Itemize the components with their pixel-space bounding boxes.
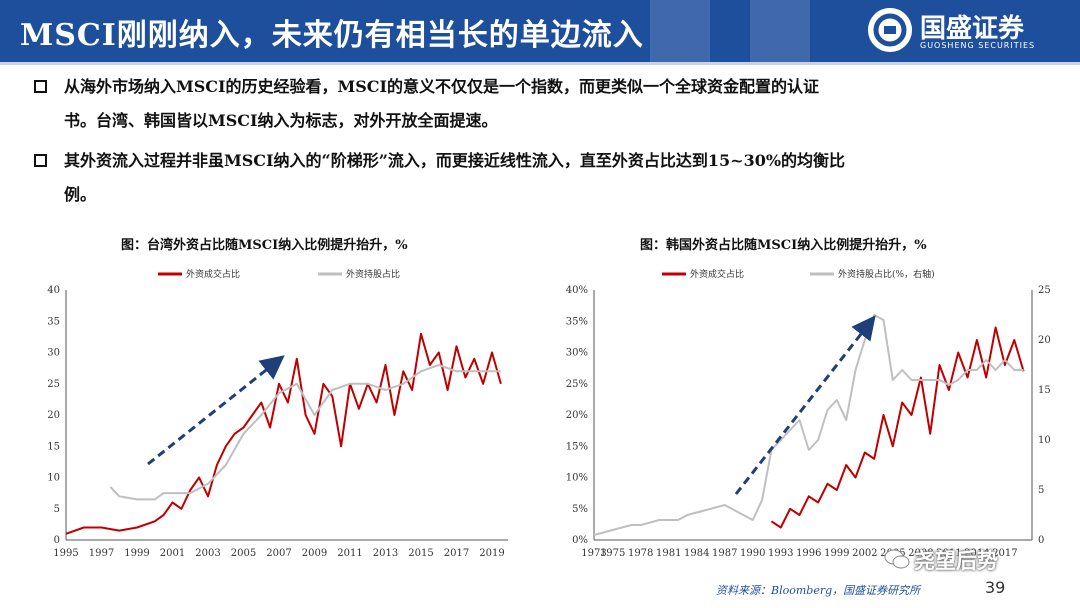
bullet-square-icon [34, 154, 47, 167]
y-tick-label-right: 25 [1038, 285, 1051, 296]
source-note: 资料来源：Bloomberg，国盛证券研究所 [716, 584, 921, 597]
bullet-2-line-2: 例。 [64, 185, 97, 204]
x-tick-label: 1978 [628, 548, 653, 559]
series-line-foreign-turnover [65, 332, 502, 535]
chart-title-taiwan: 图：台湾外资占比随MSCI纳入比例提升抬升，% [121, 238, 408, 253]
company-logo: 国盛证券 GUOSHENG SECURITIES [868, 6, 1068, 58]
y-tick-label: 30% [566, 348, 588, 359]
x-tick-label: 2009 [302, 548, 327, 559]
x-tick-label: 2008 [908, 548, 933, 559]
y-tick-label: 25% [566, 379, 588, 390]
y-tick-label: 30 [47, 348, 60, 359]
x-tick-label: 1995 [53, 548, 78, 559]
logo-mark-icon [868, 8, 912, 52]
x-tick-label: 1973 [581, 548, 606, 559]
x-tick-label: 2019 [479, 548, 504, 559]
series-line-foreign-holding [593, 314, 1024, 536]
y-tick-label-right: 20 [1038, 335, 1051, 346]
y-tick-label: 35% [566, 316, 588, 327]
y-tick-label: 5 [54, 504, 60, 515]
y-tick-label: 35 [47, 316, 60, 327]
x-tick-label: 1999 [124, 548, 149, 559]
y-tick-label: 40% [566, 285, 588, 296]
x-tick-label: 2015 [408, 548, 433, 559]
x-tick-label: 1987 [712, 548, 737, 559]
y-tick-label: 25 [47, 379, 60, 390]
y-tick-label-right: 10 [1038, 435, 1051, 446]
x-tick-label: 2002 [852, 548, 877, 559]
y-tick-label-right: 5 [1038, 485, 1044, 496]
korea-foreign-share-chart: 40%35%30%25%20%15%10%5%0%252015105019731… [566, 268, 1051, 559]
y-tick-label: 10% [566, 473, 588, 484]
x-tick-label: 2007 [266, 548, 291, 559]
x-tick-label: 2017 [444, 548, 469, 559]
header-divider [0, 62, 1080, 65]
y-tick-label: 5% [572, 504, 588, 515]
y-tick-label: 15% [566, 441, 588, 452]
logo-name: 国盛证券 [920, 14, 1025, 44]
y-tick-label: 0 [54, 535, 60, 546]
y-tick-label-right: 15 [1038, 385, 1051, 396]
trend-arrow [734, 315, 876, 495]
bullet-2-line-1: 其外资流入过程并非虽MSCI纳入的“阶梯形”流入，而更接近线性流入，直至外资占比… [64, 151, 846, 170]
x-tick-label: 2017 [992, 548, 1017, 559]
x-tick-label: 1999 [824, 548, 849, 559]
x-tick-label: 2011 [936, 548, 961, 559]
bullet-1-line-2: 书。台湾、韩国皆以MSCI纳入为标志，对外开放全面提速。 [64, 111, 498, 130]
bullet-1-line-1: 从海外市场纳入MSCI的历史经验看，MSCI的意义不仅仅是一个指数，而更类似一个… [64, 77, 819, 96]
x-tick-label: 2013 [373, 548, 398, 559]
header-decoration [650, 0, 810, 62]
y-tick-label: 0% [572, 535, 588, 546]
watermark-text: 尧望后势 [914, 549, 998, 573]
legend-label: 外资成交占比 [186, 268, 240, 280]
x-tick-label: 2014 [964, 548, 989, 559]
x-tick-label: 2011 [337, 548, 362, 559]
x-tick-label: 2003 [195, 548, 220, 559]
bullet-point-2: 其外资流入过程并非虽MSCI纳入的“阶梯形”流入，而更接近线性流入，直至外资占比… [34, 144, 1046, 212]
header-bar: MSCI刚刚纳入，未来仍有相当长的单边流入 国盛证券 GUOSHENG SECU… [0, 0, 1080, 62]
bullet-point-1: 从海外市场纳入MSCI的历史经验看，MSCI的意义不仅仅是一个指数，而更类似一个… [34, 70, 1046, 138]
x-tick-label: 1981 [656, 548, 681, 559]
y-tick-label: 15 [47, 441, 60, 452]
y-tick-label: 40 [47, 285, 60, 296]
y-tick-label-right: 0 [1038, 535, 1044, 546]
series-line-foreign-turnover [770, 326, 1025, 529]
x-tick-label: 1993 [768, 548, 793, 559]
logo-subtitle: GUOSHENG SECURITIES [920, 41, 1036, 50]
trend-arrow [147, 355, 285, 466]
x-tick-label: 2005 [231, 548, 256, 559]
x-tick-label: 1984 [684, 548, 709, 559]
page-number: 39 [985, 578, 1006, 597]
bullet-square-icon [34, 80, 47, 93]
y-tick-label: 20 [47, 410, 60, 421]
x-tick-label: 1975 [600, 548, 625, 559]
wechat-icon [884, 549, 910, 569]
legend-label: 外资持股占比 [346, 268, 400, 280]
y-tick-label: 10 [47, 473, 60, 484]
x-tick-label: 2001 [160, 548, 185, 559]
page-title: MSCI刚刚纳入，未来仍有相当长的单边流入 [20, 18, 644, 53]
x-tick-label: 1990 [740, 548, 765, 559]
chart-title-korea: 图：韩国外资占比随MSCI纳入比例提升抬升，% [640, 238, 927, 253]
x-tick-label: 1996 [796, 548, 821, 559]
legend-label: 外资持股占比(%，右轴) [838, 268, 935, 280]
series-line-foreign-holding [109, 364, 501, 501]
y-tick-label: 20% [566, 410, 588, 421]
legend-label: 外资成交占比 [690, 268, 744, 280]
x-tick-label: 1997 [89, 548, 114, 559]
